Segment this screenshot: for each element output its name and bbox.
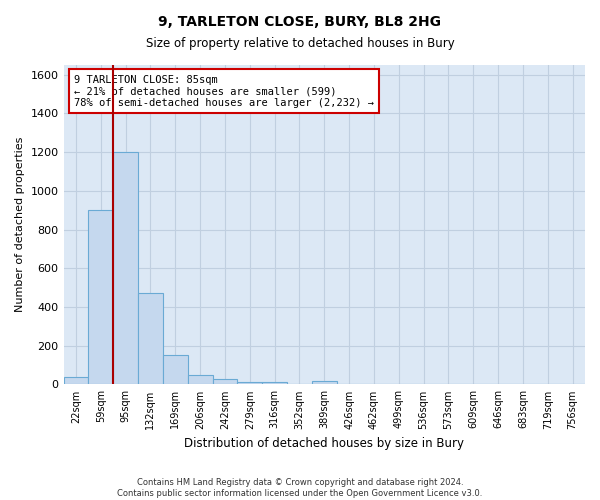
Text: 9 TARLETON CLOSE: 85sqm
← 21% of detached houses are smaller (599)
78% of semi-d: 9 TARLETON CLOSE: 85sqm ← 21% of detache… [74, 74, 374, 108]
Bar [163, 356, 188, 384]
Text: 9, TARLETON CLOSE, BURY, BL8 2HG: 9, TARLETON CLOSE, BURY, BL8 2HG [158, 15, 442, 29]
Bar [212, 378, 238, 384]
Bar [113, 152, 138, 384]
Bar [64, 376, 88, 384]
Bar [262, 382, 287, 384]
X-axis label: Distribution of detached houses by size in Bury: Distribution of detached houses by size … [184, 437, 464, 450]
Text: Contains HM Land Registry data © Crown copyright and database right 2024.
Contai: Contains HM Land Registry data © Crown c… [118, 478, 482, 498]
Bar [88, 210, 113, 384]
Text: Size of property relative to detached houses in Bury: Size of property relative to detached ho… [146, 38, 454, 51]
Bar [188, 375, 212, 384]
Y-axis label: Number of detached properties: Number of detached properties [15, 137, 25, 312]
Bar [238, 382, 262, 384]
Bar [138, 294, 163, 384]
Bar [312, 380, 337, 384]
